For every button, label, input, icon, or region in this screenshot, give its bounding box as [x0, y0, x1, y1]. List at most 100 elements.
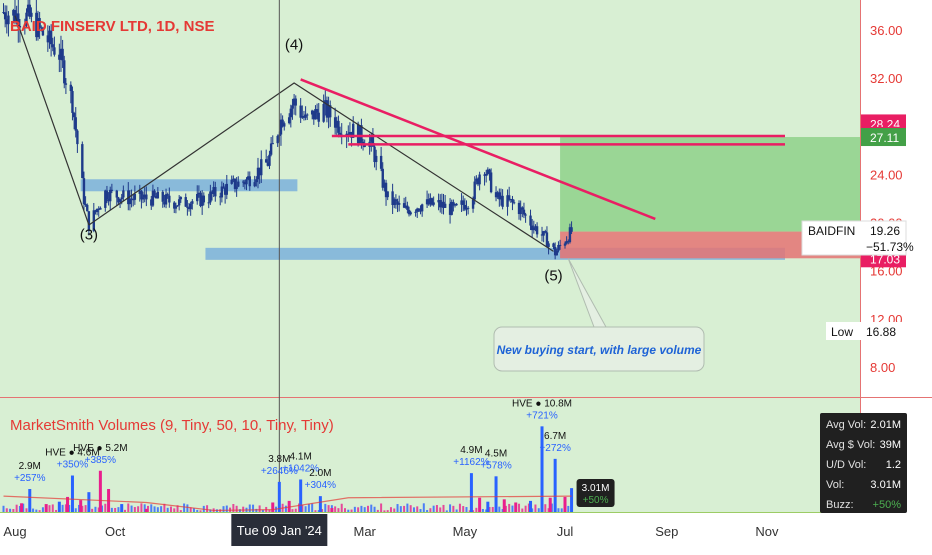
candle-body [486, 169, 490, 174]
candle-body [133, 193, 137, 200]
volume-label-pct: +350% [57, 460, 89, 471]
volume-bar [15, 504, 18, 512]
candle-body [87, 211, 91, 231]
position-target-zone[interactable] [560, 137, 860, 232]
volume-bar [199, 510, 202, 512]
candle-body [189, 203, 192, 210]
volume-bar [176, 505, 179, 512]
candle-body [287, 117, 291, 124]
volume-bar [334, 506, 337, 512]
candle-body [557, 244, 560, 251]
volume-bar [488, 507, 491, 512]
candle-body [46, 35, 50, 43]
volume-bar [87, 492, 91, 512]
trend-line[interactable] [300, 78, 656, 221]
candle-body [363, 145, 366, 147]
volume-bar [291, 509, 294, 512]
candle-body [442, 201, 445, 208]
candle-body [488, 169, 491, 173]
candle-body [429, 198, 432, 205]
volume-bar [70, 475, 74, 512]
volume-bar [12, 509, 15, 512]
candle-body [86, 204, 89, 212]
volume-bar [225, 505, 228, 512]
candle-body [264, 159, 268, 163]
volume-label-value: 3.8M [268, 454, 290, 465]
candle-body [161, 191, 164, 202]
candle-body [122, 190, 125, 198]
info-value: +50% [872, 499, 901, 511]
volume-bar [61, 504, 64, 512]
candle-body [48, 30, 51, 43]
candle-body [437, 200, 440, 203]
candle-body [432, 202, 435, 205]
wave-label: (5) [544, 267, 562, 284]
volume-bar [38, 510, 41, 512]
volume-bar [557, 508, 560, 512]
volume-bar [5, 508, 8, 512]
candle-body [540, 234, 544, 236]
candle-body [58, 54, 61, 60]
volume-bar [9, 508, 12, 512]
candle-body [397, 203, 401, 205]
candle-body [547, 243, 550, 248]
low-label: Low [831, 325, 853, 339]
volume-bar [350, 509, 353, 512]
candle-body [191, 201, 194, 204]
volume-bar [179, 510, 182, 512]
wave-label: (3) [80, 227, 98, 244]
candle-body [512, 202, 516, 204]
candle-body [463, 204, 467, 210]
volume-bar [426, 510, 429, 512]
candle-body [535, 226, 539, 235]
volume-bar [462, 506, 465, 512]
candle-body [281, 119, 284, 127]
candle-body [271, 143, 274, 145]
candle-body [352, 123, 355, 138]
volume-bar [146, 505, 149, 512]
candle-body [544, 231, 547, 233]
volume-bar [20, 503, 24, 512]
volume-bar [324, 503, 327, 512]
candle-body [310, 110, 314, 115]
volume-bar [383, 510, 386, 512]
candle-body [374, 155, 378, 163]
volume-bar [68, 504, 71, 512]
volume-bar [547, 508, 550, 512]
support-zone[interactable] [80, 179, 298, 192]
candle-body [276, 135, 279, 144]
volume-bar [548, 497, 552, 512]
volume-bar [156, 507, 159, 512]
volume-bar [563, 496, 567, 512]
volume-bar [81, 505, 84, 512]
volume-bar [435, 505, 438, 512]
candle-body [235, 186, 238, 189]
volume-bar [124, 509, 126, 512]
candle-body [118, 199, 122, 203]
candle-body [570, 227, 573, 232]
candle-body [12, 10, 15, 16]
annotation-box[interactable] [493, 326, 705, 372]
elliott-wave-line[interactable] [88, 82, 554, 252]
volume-bar [173, 508, 176, 512]
time-tick-label: Jul [557, 524, 574, 539]
info-key: Buzz: [826, 499, 854, 511]
elliott-wave-line[interactable] [14, 15, 90, 226]
candle-body [448, 203, 452, 215]
candle-body [35, 12, 38, 38]
volume-bar [537, 508, 540, 512]
candle-body [393, 199, 396, 206]
candle-body [166, 194, 169, 196]
current-volume-tag [576, 479, 615, 507]
candle-body [315, 109, 319, 113]
candle-body [209, 191, 212, 203]
info-row: Avg Vol: 2.01M [820, 415, 907, 435]
volume-bar [330, 508, 334, 512]
candle-body [299, 105, 302, 118]
volume-bar [422, 503, 425, 512]
candle-body [291, 105, 294, 109]
volume-bar [78, 504, 81, 512]
candle-body [138, 190, 141, 194]
